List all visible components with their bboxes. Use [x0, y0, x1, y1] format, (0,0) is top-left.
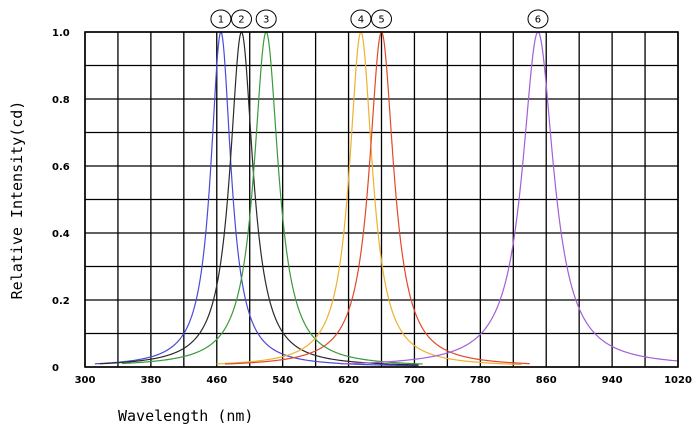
y-axis-title: Relative Intensity(cd): [8, 101, 26, 300]
series-3-line: [122, 31, 423, 365]
series-2-marker: 2: [230, 9, 252, 29]
x-tick-label: 540: [272, 375, 293, 386]
series-5-marker: 5: [371, 9, 392, 29]
marker-label: 3: [263, 15, 269, 26]
marker-label: 1: [218, 15, 224, 26]
x-tick-label: 1020: [664, 375, 692, 386]
marker-label: 5: [378, 15, 384, 26]
y-tick-labels: 0 0.2 0.4 0.6 0.8 1.0: [52, 28, 70, 374]
x-tick-label: 380: [140, 375, 161, 386]
series-4-line: [216, 30, 522, 366]
series-6-marker: 6: [527, 9, 549, 29]
marker-circle: [527, 9, 549, 29]
y-tick-label: 0: [52, 363, 59, 374]
x-tick-label: 860: [536, 375, 557, 386]
series-4-marker: 4: [350, 9, 372, 29]
x-axis-title: Wavelength (nm): [118, 407, 253, 425]
marker-circle: [230, 9, 252, 29]
series-curves: [94, 30, 679, 367]
marker-circle: [255, 9, 277, 29]
y-tick-label: 0.4: [52, 229, 70, 240]
x-tick-label: 940: [602, 375, 623, 386]
series-5-line: [224, 31, 530, 365]
series-1-marker: 1: [210, 9, 232, 29]
x-tick-label: 780: [470, 375, 491, 386]
plot-border: [84, 31, 679, 368]
x-tick-label: 300: [75, 375, 96, 386]
marker-circle: [210, 9, 232, 29]
series-3-marker: 3: [255, 9, 277, 29]
y-tick-label: 0.8: [52, 95, 70, 106]
series-6-line: [340, 31, 679, 365]
x-tick-label: 460: [206, 375, 227, 386]
y-tick-label: 0.2: [52, 296, 70, 307]
x-tick-labels: 300 380 460 540 620 700 780 860 940 1020: [75, 375, 692, 386]
y-tick-label: 0.6: [52, 162, 70, 173]
marker-circle: [371, 9, 392, 29]
series-1-line: [94, 30, 419, 367]
marker-label: 4: [358, 15, 364, 26]
peak-markers: 1 2 3 4 5 6: [210, 9, 549, 29]
x-tick-label: 700: [404, 375, 425, 386]
x-tick-label: 620: [338, 375, 359, 386]
marker-circle: [350, 9, 372, 29]
grid: [84, 31, 679, 368]
plot-frame: [84, 31, 679, 368]
marker-label: 2: [238, 15, 244, 26]
marker-label: 6: [535, 15, 541, 26]
series-2-line: [99, 30, 419, 366]
y-tick-label: 1.0: [52, 28, 70, 39]
